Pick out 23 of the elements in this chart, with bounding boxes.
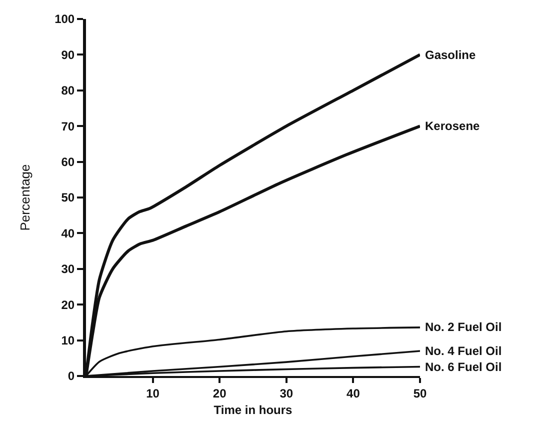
y-tick-label: 70 <box>61 119 75 134</box>
series-label: No. 4 Fuel Oil <box>425 344 502 358</box>
series-label: Gasoline <box>425 48 476 62</box>
x-tick-label: 20 <box>212 386 227 400</box>
y-tick-label: 60 <box>61 155 75 169</box>
y-axis-title: Percentage <box>18 164 33 231</box>
series-label: No. 6 Fuel Oil <box>425 360 502 374</box>
y-tick-label: 50 <box>61 190 75 205</box>
y-tick-label: 90 <box>61 48 75 62</box>
y-tick-label: 80 <box>61 84 75 98</box>
x-tick-label: 30 <box>280 386 294 400</box>
y-tick-label: 0 <box>68 369 75 384</box>
x-axis-title: Time in hours <box>214 402 293 417</box>
x-tick-label: 10 <box>146 386 160 400</box>
y-tick-label: 20 <box>61 298 75 312</box>
y-tick-label: 40 <box>61 226 75 240</box>
series-label: No. 2 Fuel Oil <box>425 320 502 334</box>
y-tick-label: 30 <box>61 262 75 276</box>
series-label: Kerosene <box>425 119 480 133</box>
y-tick-label: 10 <box>61 334 75 348</box>
x-tick-label: 50 <box>413 386 427 400</box>
y-tick-label: 100 <box>54 12 75 26</box>
x-tick-label: 40 <box>346 386 360 400</box>
